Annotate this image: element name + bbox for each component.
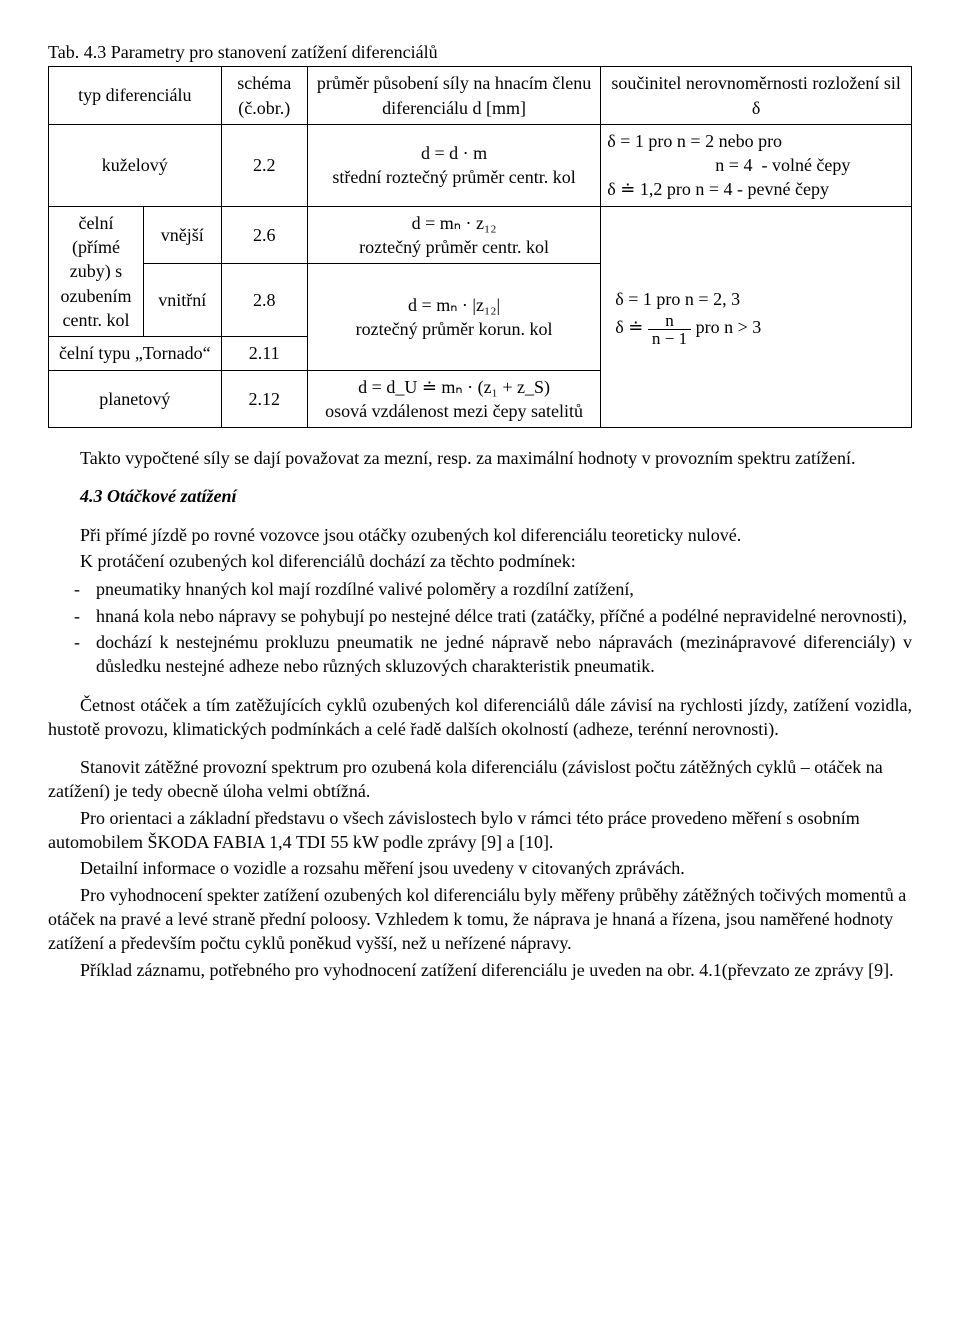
paragraph: Stanovit zátěžné provozní spektrum pro o… xyxy=(48,755,912,804)
cell-formula: d = mₙ · z₁₂ roztečný průměr centr. kol xyxy=(307,206,600,264)
paragraph: Pro vyhodnocení spekter zatížení ozubený… xyxy=(48,883,912,956)
paragraph: Pro orientaci a základní představu o vše… xyxy=(48,806,912,855)
cell-delta-shared: δ = 1 pro n = 2, 3 δ ≐ n n − 1 pro n > 3 xyxy=(601,206,912,427)
paragraph: Detailní informace o vozidle a rozsahu m… xyxy=(48,856,912,880)
formula-text: d = mₙ · |z₁₂| xyxy=(408,295,500,315)
section-heading: 4.3 Otáčkové zatížení xyxy=(48,484,912,508)
cell-celni-prime: čelní (přímé zuby) s ozubením centr. kol xyxy=(49,206,144,336)
paragraph: Takto vypočtené síly se dají považovat z… xyxy=(48,446,912,470)
list-item: hnaná kola nebo nápravy se pohybují po n… xyxy=(96,604,912,628)
cell-tornado: čelní typu „Tornado“ xyxy=(49,337,222,370)
cell-schema: 2.6 xyxy=(221,206,307,264)
paragraph: Četnost otáček a tím zatěžujících cyklů … xyxy=(48,693,912,742)
th-delta: součinitel nerovnoměrnosti rozložení sil… xyxy=(601,67,912,125)
delta-line: n = 4 - volné čepy xyxy=(607,155,850,175)
fraction: n n − 1 xyxy=(648,312,691,347)
cell-formula: d = d_U ≐ mₙ · (z₁ + z_S) osová vzdáleno… xyxy=(307,370,600,428)
parameters-table: typ diferenciálu schéma (č.obr.) průměr … xyxy=(48,66,912,428)
formula-desc: roztečný průměr korun. kol xyxy=(356,319,553,339)
delta-line: δ = 1 pro n = 2, 3 xyxy=(615,289,740,309)
formula-desc: roztečný průměr centr. kol xyxy=(359,237,549,257)
fraction-den: n − 1 xyxy=(648,330,691,347)
cell-planetovy: planetový xyxy=(49,370,222,428)
delta-line: δ ≐ n n − 1 pro n > 3 xyxy=(615,317,761,337)
bullet-list: pneumatiky hnaných kol mají rozdílné val… xyxy=(48,577,912,678)
th-type: typ diferenciálu xyxy=(49,67,222,125)
cell-schema: 2.2 xyxy=(221,124,307,206)
table-row: čelní (přímé zuby) s ozubením centr. kol… xyxy=(49,206,912,264)
delta-line: δ ≐ 1,2 pro n = 4 - pevné čepy xyxy=(607,179,829,199)
formula-desc: střední roztečný průměr centr. kol xyxy=(332,167,575,187)
formula-text: d = d · m xyxy=(421,143,487,163)
paragraph: K protáčení ozubených kol diferenciálů d… xyxy=(48,549,912,573)
paragraph: Příklad záznamu, potřebného pro vyhodnoc… xyxy=(48,958,912,982)
list-item: dochází k nestejnému prokluzu pneumatik … xyxy=(96,630,912,679)
list-item: pneumatiky hnaných kol mají rozdílné val… xyxy=(96,577,912,601)
table-caption: Tab. 4.3 Parametry pro stanovení zatížen… xyxy=(48,40,912,64)
cell-vnejsi: vnější xyxy=(143,206,221,264)
formula-text: d = d_U ≐ mₙ · (z₁ + z_S) xyxy=(358,377,550,397)
delta-prefix: δ ≐ xyxy=(615,317,648,337)
cell-formula: d = mₙ · |z₁₂| roztečný průměr korun. ko… xyxy=(307,264,600,370)
section-title: 4.3 Otáčkové zatížení xyxy=(80,486,236,506)
cell-vnitrni: vnitřní xyxy=(143,264,221,337)
cell-formula: d = d · m střední roztečný průměr centr.… xyxy=(307,124,600,206)
th-diameter: průměr působení síly na hnacím členu dif… xyxy=(307,67,600,125)
cell-schema: 2.8 xyxy=(221,264,307,337)
th-schema: schéma (č.obr.) xyxy=(221,67,307,125)
paragraph: Při přímé jízdě po rovné vozovce jsou ot… xyxy=(48,523,912,547)
cell-schema: 2.12 xyxy=(221,370,307,428)
delta-line: δ = 1 pro n = 2 nebo pro xyxy=(607,131,782,151)
cell-delta-kuzelovy: δ = 1 pro n = 2 nebo pro n = 4 - volné č… xyxy=(601,124,912,206)
cell-schema: 2.11 xyxy=(221,337,307,370)
delta-suffix: pro n > 3 xyxy=(696,317,762,337)
table-row: kuželový 2.2 d = d · m střední roztečný … xyxy=(49,124,912,206)
formula-text: d = mₙ · z₁₂ xyxy=(412,213,497,233)
formula-desc: osová vzdálenost mezi čepy satelitů xyxy=(325,401,583,421)
cell-kuzelovy: kuželový xyxy=(49,124,222,206)
fraction-num: n xyxy=(648,312,691,330)
table-header-row: typ diferenciálu schéma (č.obr.) průměr … xyxy=(49,67,912,125)
